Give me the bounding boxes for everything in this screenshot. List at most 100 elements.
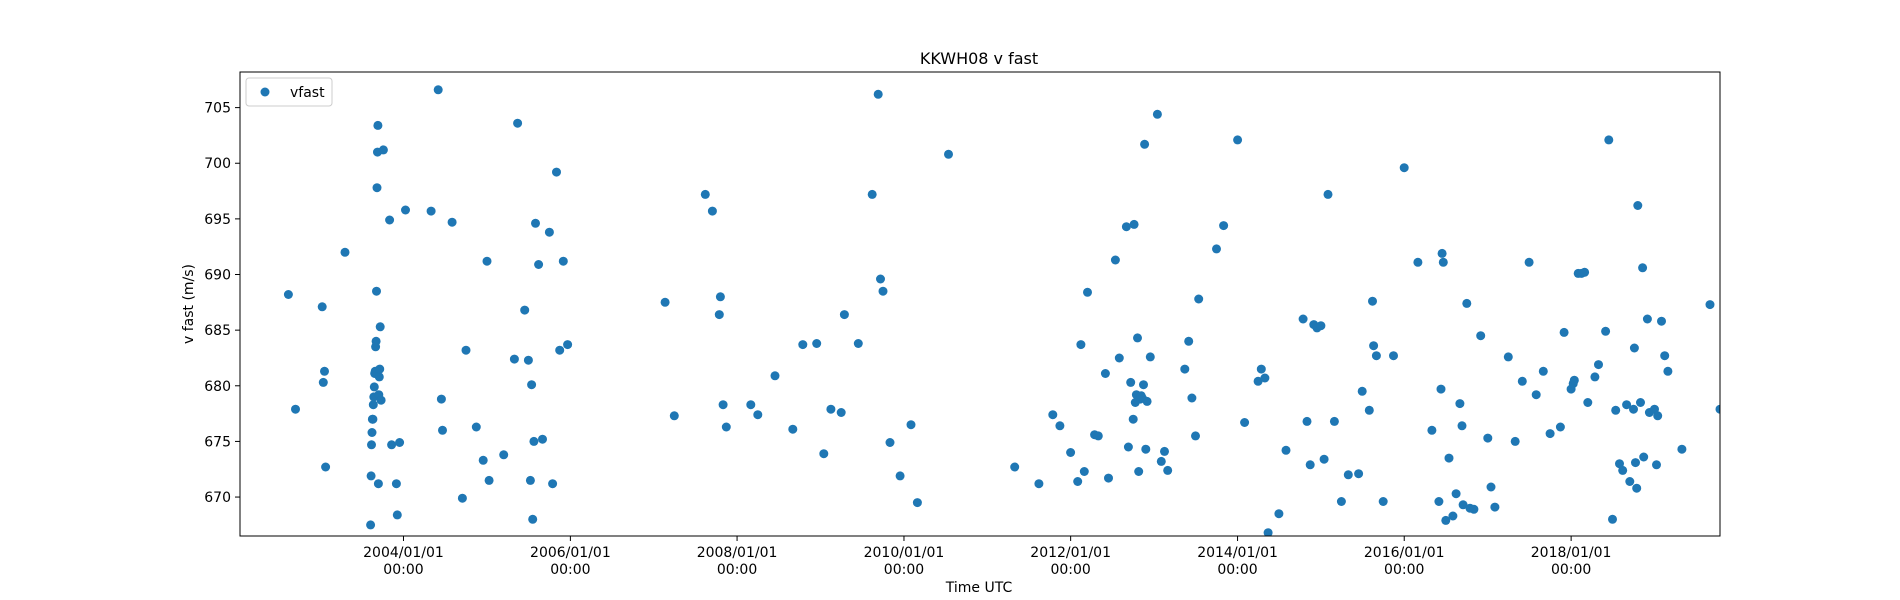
legend-marker	[260, 87, 270, 97]
data-point	[1434, 497, 1444, 506]
data-point	[367, 428, 377, 437]
data-point	[1256, 364, 1266, 374]
data-point	[369, 382, 379, 392]
x-tick-label: 2016/01/01	[1364, 545, 1445, 561]
x-tick-label-time: 00:00	[1050, 562, 1090, 578]
data-point	[555, 345, 565, 355]
data-point	[1639, 452, 1649, 462]
data-point	[461, 345, 471, 355]
data-point	[372, 183, 382, 193]
data-point	[1657, 316, 1666, 326]
data-point	[1594, 360, 1603, 370]
data-point	[317, 302, 327, 312]
data-point	[1126, 377, 1136, 387]
data-point	[531, 218, 540, 228]
data-point	[552, 167, 561, 177]
data-point	[1436, 384, 1446, 394]
data-point	[368, 400, 378, 410]
data-point	[1545, 429, 1555, 439]
data-point	[1010, 462, 1020, 472]
legend: vfast	[245, 77, 333, 107]
data-point	[753, 410, 763, 420]
data-point	[1128, 414, 1138, 424]
data-point	[373, 120, 383, 130]
data-point	[1219, 221, 1229, 231]
data-point	[436, 394, 446, 404]
data-point	[885, 438, 895, 447]
data-point	[1180, 364, 1190, 374]
data-point	[1448, 511, 1458, 521]
data-point	[1663, 366, 1673, 376]
data-point	[563, 340, 573, 350]
data-point	[1555, 422, 1565, 432]
data-point	[1517, 376, 1527, 386]
data-point	[1114, 353, 1124, 363]
data-point	[558, 256, 568, 266]
data-point	[1354, 469, 1364, 479]
data-point	[1524, 257, 1534, 267]
data-point	[1451, 489, 1461, 499]
data-point	[1336, 497, 1346, 506]
data-point	[371, 336, 381, 346]
data-point	[372, 286, 381, 296]
data-point	[1629, 343, 1639, 353]
data-point	[895, 471, 905, 481]
data-point	[529, 436, 539, 446]
data-point	[1538, 366, 1548, 376]
data-point	[873, 89, 883, 99]
data-point	[1100, 369, 1110, 378]
data-point	[520, 305, 530, 315]
data-point	[1364, 405, 1374, 415]
y-tick-label: 700	[204, 156, 231, 172]
data-point	[1073, 477, 1083, 486]
data-point	[1093, 431, 1103, 441]
data-point	[401, 205, 410, 215]
data-point	[1615, 459, 1624, 469]
data-point	[385, 215, 395, 225]
data-point	[1083, 287, 1092, 297]
data-point	[1110, 255, 1120, 265]
x-tick-label-time: 00:00	[717, 562, 757, 578]
data-point	[1399, 163, 1409, 173]
data-point	[1652, 460, 1661, 470]
data-point	[1274, 509, 1284, 519]
data-point	[1253, 376, 1263, 386]
data-point	[548, 479, 558, 489]
data-point	[527, 380, 537, 390]
data-point	[373, 479, 383, 489]
data-point	[1079, 467, 1089, 476]
data-point	[1194, 294, 1204, 304]
data-point	[878, 286, 888, 296]
data-point	[1305, 460, 1315, 470]
data-point	[867, 189, 877, 199]
data-point	[1476, 331, 1486, 341]
x-tick-label: 2012/01/01	[1030, 545, 1111, 561]
y-tick-label: 690	[204, 268, 231, 284]
data-point	[1632, 483, 1642, 493]
data-point	[1129, 219, 1139, 229]
data-point	[1123, 442, 1133, 452]
data-point	[538, 434, 547, 444]
x-tick-label: 2010/01/01	[864, 545, 945, 561]
x-tick-label-time: 00:00	[1551, 562, 1591, 578]
data-point	[1457, 421, 1467, 431]
data-point	[1413, 257, 1423, 267]
data-point	[1437, 248, 1447, 258]
data-point	[1357, 386, 1367, 396]
data-point	[1160, 446, 1169, 456]
data-point	[1378, 497, 1388, 506]
data-point	[1302, 416, 1312, 426]
data-point	[1490, 502, 1500, 512]
data-point	[798, 340, 808, 350]
data-point	[1444, 453, 1454, 463]
x-axis: 2004/01/0100:002006/01/0100:002008/01/01…	[363, 536, 1611, 578]
y-axis-label: v fast (m/s)	[181, 264, 197, 344]
data-point	[513, 118, 523, 128]
data-point	[1281, 445, 1291, 455]
data-point	[1076, 340, 1086, 350]
data-point	[1601, 326, 1611, 336]
data-point	[366, 471, 376, 481]
data-point	[1141, 444, 1151, 454]
data-point	[826, 404, 836, 414]
